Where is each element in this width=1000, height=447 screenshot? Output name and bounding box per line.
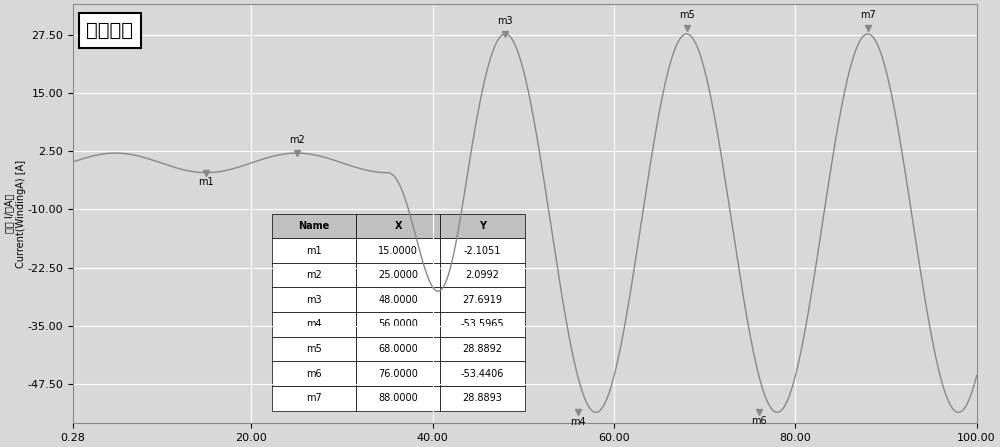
Text: m2: m2 (289, 135, 305, 145)
Text: m1: m1 (198, 177, 214, 187)
Text: 电流波形: 电流波形 (86, 21, 133, 40)
Y-axis label: 电流 I/（A）
Current(WindingA) [A]: 电流 I/（A） Current(WindingA) [A] (4, 160, 26, 268)
Text: m5: m5 (679, 10, 694, 20)
Text: m3: m3 (497, 16, 513, 25)
Text: m7: m7 (860, 10, 876, 20)
Text: m6: m6 (751, 416, 767, 426)
Text: m4: m4 (570, 417, 586, 427)
